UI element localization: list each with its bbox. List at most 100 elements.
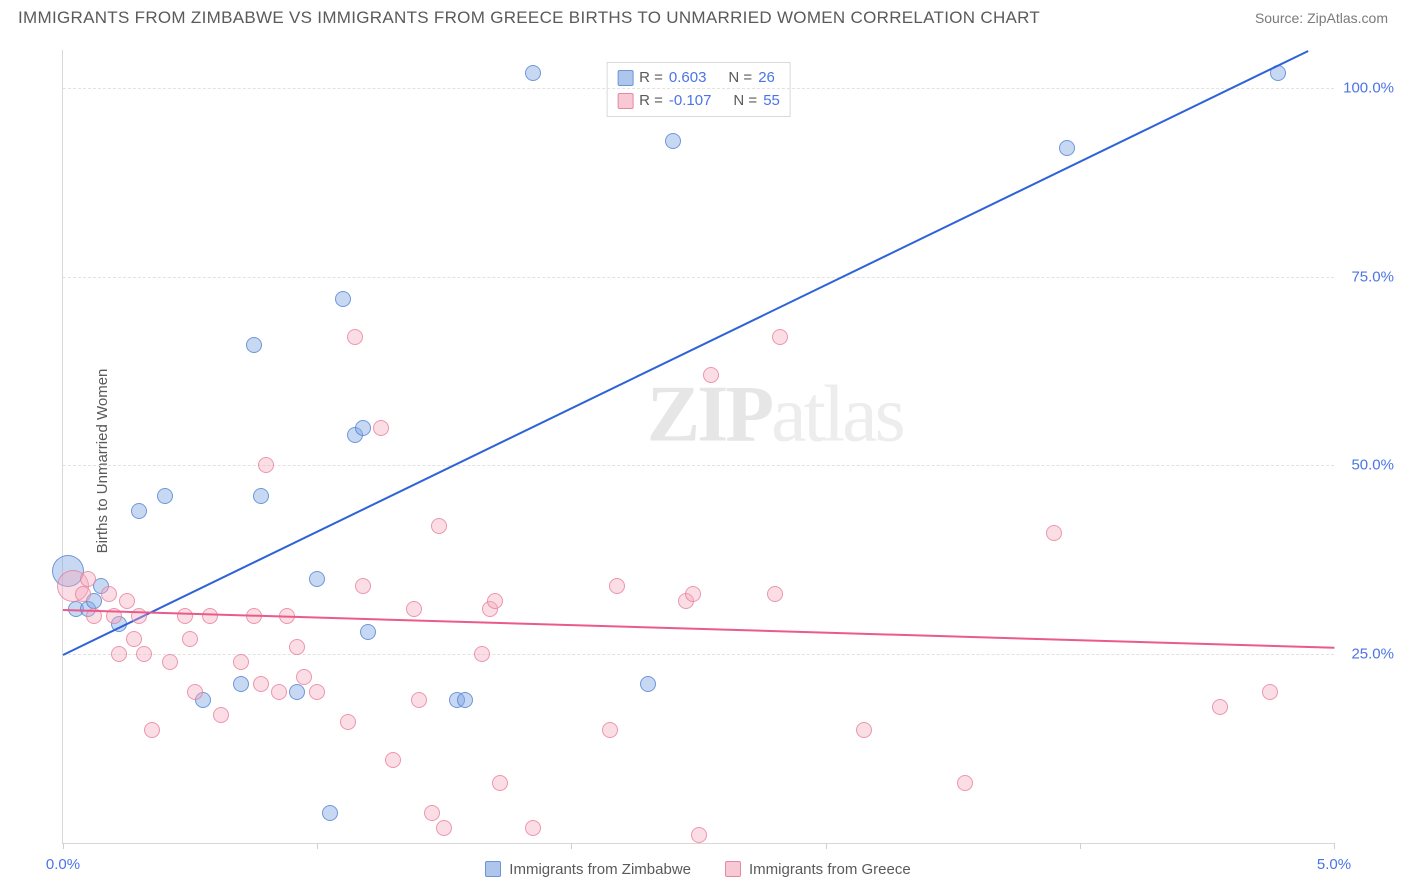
n-value-greece: 55 [763, 90, 780, 113]
data-point [767, 586, 783, 602]
data-point [640, 676, 656, 692]
gridline [63, 465, 1334, 466]
data-point [296, 669, 312, 685]
source-name: ZipAtlas.com [1307, 10, 1388, 26]
data-point [119, 593, 135, 609]
y-tick-label: 25.0% [1338, 646, 1394, 663]
data-point [525, 820, 541, 836]
data-point [355, 578, 371, 594]
x-tick-mark [63, 843, 64, 849]
data-point [436, 820, 452, 836]
data-point [406, 601, 422, 617]
swatch-pink-icon [617, 93, 633, 109]
data-point [335, 291, 351, 307]
data-point [80, 571, 96, 587]
data-point [177, 608, 193, 624]
n-value-zimbabwe: 26 [758, 67, 775, 90]
swatch-blue-icon [485, 861, 501, 877]
x-tick-mark [826, 843, 827, 849]
data-point [111, 646, 127, 662]
legend-correlation-box: R = 0.603 N = 26 R = -0.107 N = 55 [606, 62, 791, 117]
data-point [1212, 699, 1228, 715]
x-tick-mark [571, 843, 572, 849]
trend-line [63, 50, 1309, 656]
chart-container: Births to Unmarried Women ZIPatlas R = 0… [18, 40, 1396, 882]
data-point [487, 593, 503, 609]
data-point [157, 488, 173, 504]
data-point [340, 714, 356, 730]
data-point [136, 646, 152, 662]
swatch-blue-icon [617, 70, 633, 86]
watermark-atlas: atlas [771, 370, 903, 458]
data-point [187, 684, 203, 700]
x-tick-mark [1080, 843, 1081, 849]
data-point [162, 654, 178, 670]
data-point [347, 329, 363, 345]
data-point [360, 624, 376, 640]
data-point [492, 775, 508, 791]
data-point [703, 367, 719, 383]
y-tick-label: 100.0% [1338, 79, 1394, 96]
gridline [63, 88, 1334, 89]
r-value-zimbabwe: 0.603 [669, 67, 707, 90]
data-point [474, 646, 490, 662]
data-point [258, 457, 274, 473]
data-point [665, 133, 681, 149]
data-point [144, 722, 160, 738]
data-point [253, 488, 269, 504]
watermark: ZIPatlas [647, 369, 903, 460]
data-point [373, 420, 389, 436]
data-point [1059, 140, 1075, 156]
data-point [182, 631, 198, 647]
legend-label-zimbabwe: Immigrants from Zimbabwe [509, 861, 691, 878]
plot-area: ZIPatlas R = 0.603 N = 26 R = -0.107 N =… [62, 50, 1334, 844]
y-tick-label: 75.0% [1338, 268, 1394, 285]
data-point [609, 578, 625, 594]
data-point [289, 639, 305, 655]
gridline [63, 654, 1334, 655]
swatch-pink-icon [725, 861, 741, 877]
data-point [457, 692, 473, 708]
data-point [957, 775, 973, 791]
data-point [289, 684, 305, 700]
n-label: N = [733, 90, 757, 113]
data-point [355, 420, 371, 436]
data-point [309, 571, 325, 587]
data-point [856, 722, 872, 738]
data-point [233, 676, 249, 692]
data-point [75, 586, 91, 602]
x-tick-mark [1334, 843, 1335, 849]
n-label: N = [728, 67, 752, 90]
data-point [202, 608, 218, 624]
source-label: Source: ZipAtlas.com [1255, 10, 1388, 26]
legend-item-greece: Immigrants from Greece [725, 861, 911, 878]
data-point [411, 692, 427, 708]
gridline [63, 277, 1334, 278]
data-point [685, 586, 701, 602]
r-label: R = [639, 90, 663, 113]
source-prefix: Source: [1255, 10, 1307, 26]
data-point [431, 518, 447, 534]
data-point [309, 684, 325, 700]
legend-label-greece: Immigrants from Greece [749, 861, 911, 878]
data-point [131, 503, 147, 519]
data-point [213, 707, 229, 723]
legend-item-zimbabwe: Immigrants from Zimbabwe [485, 861, 691, 878]
data-point [385, 752, 401, 768]
chart-title: IMMIGRANTS FROM ZIMBABWE VS IMMIGRANTS F… [18, 8, 1040, 28]
data-point [772, 329, 788, 345]
r-label: R = [639, 67, 663, 90]
data-point [424, 805, 440, 821]
data-point [322, 805, 338, 821]
r-value-greece: -0.107 [669, 90, 712, 113]
legend-row-zimbabwe: R = 0.603 N = 26 [617, 67, 780, 90]
data-point [271, 684, 287, 700]
data-point [525, 65, 541, 81]
legend-row-greece: R = -0.107 N = 55 [617, 90, 780, 113]
legend-bottom: Immigrants from Zimbabwe Immigrants from… [62, 854, 1334, 884]
trend-line [63, 609, 1334, 649]
data-point [246, 337, 262, 353]
watermark-zip: ZIP [647, 370, 771, 458]
data-point [602, 722, 618, 738]
data-point [233, 654, 249, 670]
